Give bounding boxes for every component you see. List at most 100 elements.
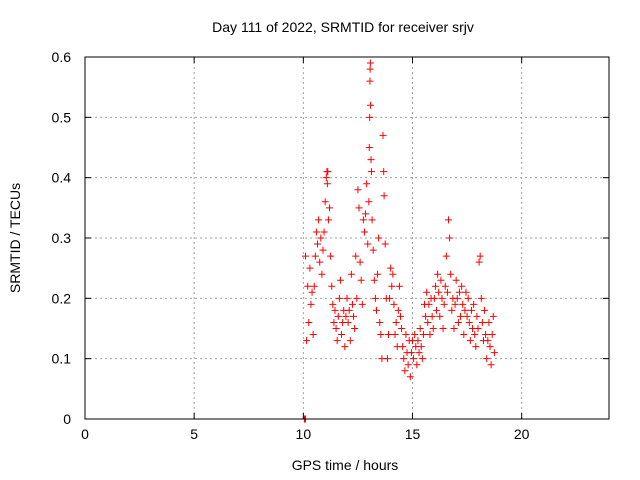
data-point xyxy=(344,318,352,326)
data-point xyxy=(367,156,375,164)
data-point xyxy=(353,294,361,302)
data-point xyxy=(329,300,337,308)
data-point xyxy=(472,343,480,351)
data-point xyxy=(379,131,387,139)
data-point xyxy=(365,198,373,206)
data-point xyxy=(308,288,316,296)
x-tick-label: 0 xyxy=(81,426,89,442)
data-point xyxy=(402,331,410,339)
data-point xyxy=(422,312,430,320)
data-point xyxy=(322,174,330,182)
data-point xyxy=(362,210,370,218)
data-point xyxy=(358,300,366,308)
y-tick-label: 0.2 xyxy=(52,290,72,306)
y-tick-label: 0.1 xyxy=(52,351,72,367)
data-point xyxy=(429,325,437,332)
data-point xyxy=(384,331,392,339)
data-point xyxy=(447,270,455,278)
data-point xyxy=(391,331,399,339)
data-point xyxy=(416,325,424,332)
data-point xyxy=(398,325,406,332)
data-point xyxy=(414,337,422,345)
data-point xyxy=(369,246,377,254)
data-point xyxy=(309,331,317,339)
data-point xyxy=(311,252,319,260)
data-point xyxy=(442,252,450,260)
data-point xyxy=(460,331,468,339)
data-point xyxy=(380,168,388,176)
y-tick-label: 0.4 xyxy=(52,170,72,186)
data-point xyxy=(489,312,497,320)
data-point xyxy=(437,276,445,284)
data-point xyxy=(320,228,328,236)
data-point xyxy=(386,294,394,302)
data-point xyxy=(465,318,473,326)
data-point xyxy=(371,294,379,302)
data-point xyxy=(347,270,355,278)
data-point xyxy=(411,331,419,339)
data-point xyxy=(367,168,375,176)
data-point xyxy=(410,355,418,363)
data-point xyxy=(314,240,322,248)
data-point xyxy=(407,349,415,357)
data-point xyxy=(318,270,326,278)
data-point xyxy=(462,288,470,296)
y-tick-label: 0.6 xyxy=(52,49,72,65)
data-point xyxy=(438,294,446,302)
data-point xyxy=(451,300,459,308)
data-point xyxy=(485,318,493,326)
data-point xyxy=(486,343,494,351)
data-point xyxy=(316,258,324,266)
data-point xyxy=(395,282,403,290)
data-point xyxy=(471,331,479,339)
data-point xyxy=(488,331,496,339)
data-point xyxy=(376,318,384,326)
data-point xyxy=(324,168,332,176)
data-point xyxy=(457,312,465,320)
data-point xyxy=(455,288,463,296)
data-point xyxy=(433,306,441,314)
data-point xyxy=(305,318,313,326)
data-point xyxy=(342,312,350,320)
data-point xyxy=(431,282,439,290)
data-point xyxy=(401,367,409,375)
data-point xyxy=(425,300,433,308)
data-point xyxy=(481,306,489,314)
data-point xyxy=(470,300,478,308)
data-point xyxy=(338,331,346,339)
data-point xyxy=(430,294,438,302)
x-tick-label: 15 xyxy=(405,426,421,442)
data-point xyxy=(389,270,397,278)
chart-title: Day 111 of 2022, SRMTID for receiver srj… xyxy=(212,19,474,35)
data-point xyxy=(392,318,400,326)
data-point xyxy=(426,331,434,339)
data-point xyxy=(331,306,339,314)
data-point xyxy=(366,65,374,73)
data-point xyxy=(332,325,340,332)
data-point xyxy=(328,282,336,290)
data-point xyxy=(321,198,329,206)
data-point xyxy=(476,252,484,260)
data-point xyxy=(319,246,327,254)
data-point xyxy=(350,312,358,320)
x-axis-ticks: 0 5 10 15 20 xyxy=(81,57,530,442)
data-point xyxy=(345,306,353,314)
data-point xyxy=(473,312,481,320)
data-point xyxy=(441,282,449,290)
data-point xyxy=(368,216,376,224)
data-point xyxy=(464,294,472,302)
data-point xyxy=(459,300,467,308)
data-point xyxy=(466,337,474,345)
data-point xyxy=(365,144,373,151)
data-point xyxy=(372,306,380,314)
data-point xyxy=(306,264,314,272)
data-point xyxy=(334,312,342,320)
data-point xyxy=(303,337,311,345)
data-point xyxy=(315,216,323,224)
y-axis-label: SRMTID / TECUs xyxy=(7,183,23,293)
data-point xyxy=(467,306,475,314)
data-point xyxy=(387,264,395,272)
data-point xyxy=(323,180,331,188)
data-point xyxy=(348,300,356,308)
data-point xyxy=(490,349,498,357)
